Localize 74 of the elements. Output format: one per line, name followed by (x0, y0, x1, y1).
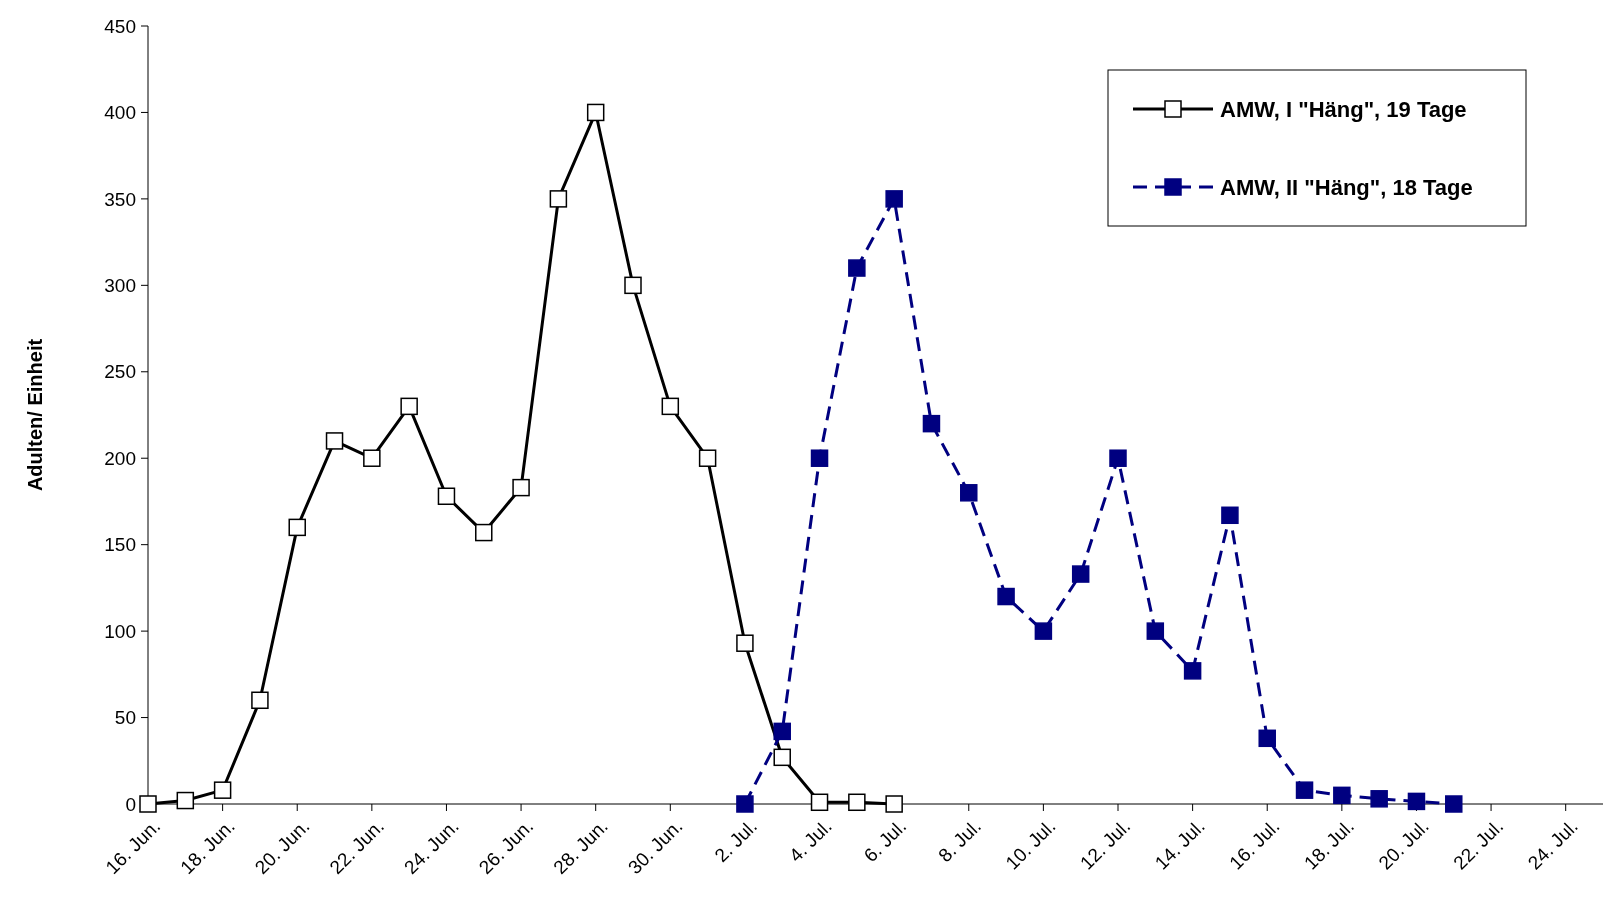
y-tick-label: 450 (104, 15, 136, 37)
point (475, 523, 493, 542)
point (325, 432, 344, 450)
y-tick-label: 150 (104, 534, 136, 556)
x-tick-label: 30. Jun. (623, 815, 687, 879)
point (549, 190, 568, 208)
point (848, 793, 866, 812)
x-tick-label: 20. Jun. (250, 815, 314, 879)
y-tick-label: 300 (104, 274, 136, 296)
point (213, 781, 232, 799)
point (810, 793, 829, 812)
y-tick-label: 50 (114, 707, 136, 729)
point (363, 449, 381, 467)
point (1146, 622, 1165, 640)
point (139, 795, 157, 813)
y-tick-label: 400 (104, 102, 136, 124)
point (400, 397, 418, 416)
y-axis-title: Adulten/ Einheit (24, 338, 46, 492)
point (661, 397, 680, 416)
point (922, 414, 941, 433)
point (736, 795, 754, 813)
x-tick-label: 22. Jun. (325, 815, 389, 879)
x-tick-label: 28. Jun. (549, 815, 612, 879)
x-tick-label: 14. Jul. (1150, 815, 1209, 874)
point (251, 691, 269, 710)
point (512, 478, 530, 497)
x-tick-label: 12. Jul. (1076, 815, 1135, 874)
point (1445, 795, 1463, 813)
x-tick-label: 24. Jun. (400, 815, 463, 879)
point (1034, 622, 1053, 640)
x-tick-label: 2. Jul. (710, 815, 762, 867)
x-tick-label: 24. Jul. (1523, 815, 1582, 874)
x-tick-label: 16. Jul. (1225, 815, 1284, 874)
y-tick-label: 200 (104, 447, 136, 469)
x-tick-label: 18. Jul. (1299, 815, 1359, 874)
x-tick-label: 26. Jun. (474, 815, 538, 879)
point (1333, 786, 1351, 805)
y-tick-label: 250 (104, 361, 136, 383)
point (586, 103, 605, 122)
point (1407, 792, 1426, 811)
legend-label: AMW, II "Häng", 18 Tage (1220, 174, 1473, 200)
point (773, 748, 791, 767)
point (698, 449, 717, 467)
legend-label: AMW, I "Häng", 19 Tage (1220, 96, 1467, 122)
x-tick-label: 10. Jul. (1001, 815, 1060, 874)
x-tick-label: 20. Jul. (1374, 815, 1433, 874)
point (624, 276, 642, 295)
point (1221, 506, 1239, 525)
x-tick-label: 6. Jul. (859, 815, 911, 867)
y-tick-label: 0 (125, 793, 136, 815)
point (810, 449, 829, 467)
y-tick-label: 350 (104, 188, 136, 210)
point (1183, 662, 1202, 680)
point (885, 190, 903, 208)
point (1370, 790, 1388, 808)
point (885, 795, 903, 813)
x-tick-label: 8. Jul. (934, 815, 985, 867)
point (437, 487, 456, 506)
point (288, 518, 306, 537)
x-tick-label: 16. Jun. (101, 815, 165, 879)
point (1295, 781, 1314, 799)
point (736, 634, 754, 652)
point (997, 587, 1015, 606)
point (1071, 565, 1090, 583)
point (960, 484, 978, 502)
point (848, 259, 866, 277)
point (1258, 729, 1276, 748)
x-tick-label: 4. Jul. (785, 815, 836, 867)
point (176, 791, 195, 810)
x-tick-label: 22. Jul. (1449, 815, 1508, 874)
x-tick-label: 18. Jun. (176, 815, 239, 879)
point (1109, 449, 1127, 467)
y-tick-label: 100 (104, 620, 136, 642)
point (773, 722, 791, 741)
